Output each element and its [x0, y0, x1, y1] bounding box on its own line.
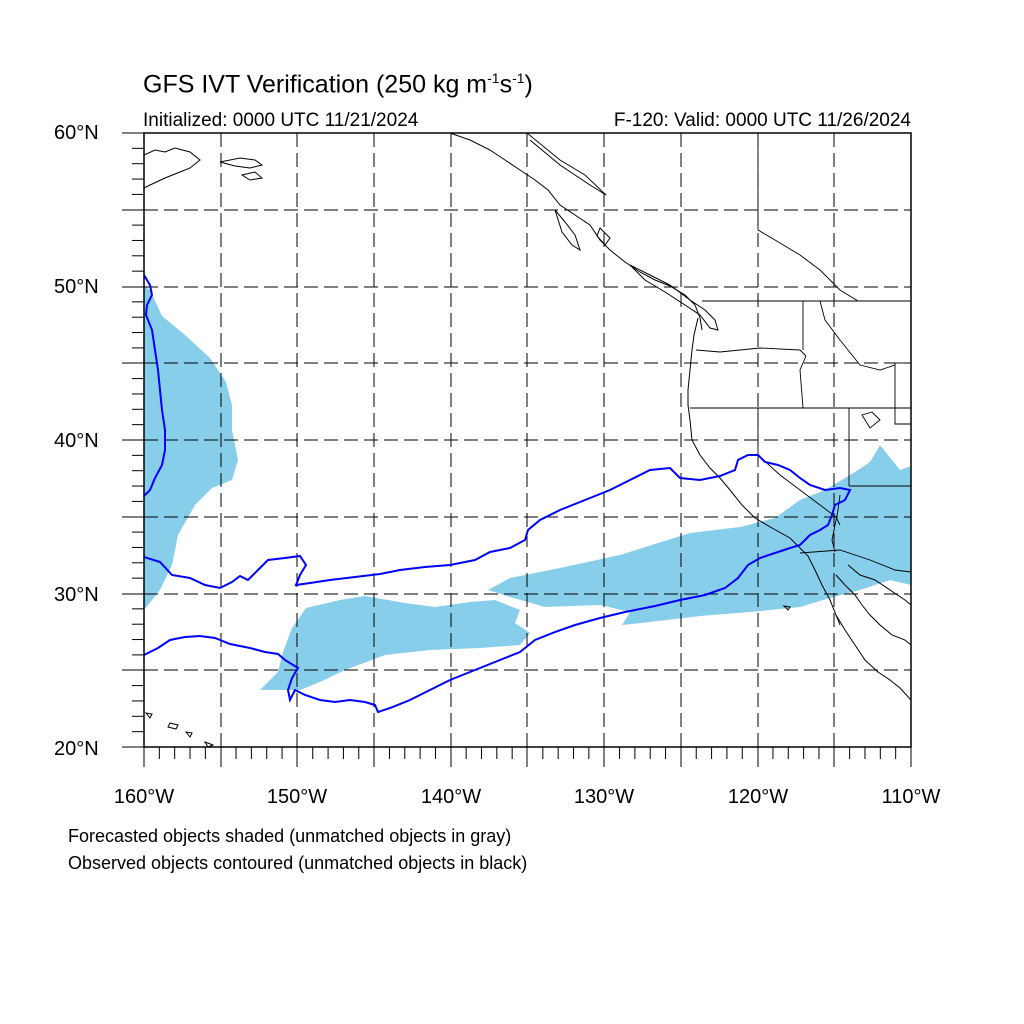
- lon-label-160w: 160°W: [113, 786, 175, 808]
- observed-legend-note: Observed objects contoured (unmatched ob…: [68, 853, 528, 873]
- lat-label-50: 50°N: [54, 276, 99, 298]
- lon-label-110w: 110°W: [881, 786, 941, 808]
- forecast-object-west: [144, 286, 238, 610]
- forecast-objects: [144, 286, 911, 690]
- lon-label-140w: 140°W: [420, 786, 482, 808]
- graticule: [144, 133, 911, 747]
- lat-label-60: 60°N: [54, 122, 99, 144]
- minor-ticks: [132, 147, 897, 759]
- political-boundaries: [526, 133, 911, 573]
- lat-ticks: [122, 132, 144, 748]
- lat-label-40: 40°N: [54, 430, 99, 452]
- observed-object-west: [144, 274, 166, 497]
- observed-objects: [144, 274, 852, 714]
- lat-label-20: 20°N: [54, 738, 99, 760]
- lon-label-130w: 130°W: [573, 786, 635, 808]
- initialized-label: Initialized: 0000 UTC 11/21/2024: [143, 110, 419, 131]
- coastlines: [144, 133, 911, 747]
- lon-label-120w: 120°W: [727, 786, 789, 808]
- lat-label-30: 30°N: [54, 584, 99, 606]
- observed-object-large: [144, 454, 852, 714]
- chart-title: GFS IVT Verification (250 kg m-1s-1): [143, 70, 533, 99]
- lon-label-150w: 150°W: [266, 786, 328, 808]
- forecast-object-central: [260, 596, 530, 690]
- lon-ticks: [143, 747, 912, 767]
- forecast-object-east: [488, 445, 911, 625]
- valid-label: F-120: Valid: 0000 UTC 11/26/2024: [613, 110, 911, 131]
- forecast-legend-note: Forecasted objects shaded (unmatched obj…: [68, 826, 512, 846]
